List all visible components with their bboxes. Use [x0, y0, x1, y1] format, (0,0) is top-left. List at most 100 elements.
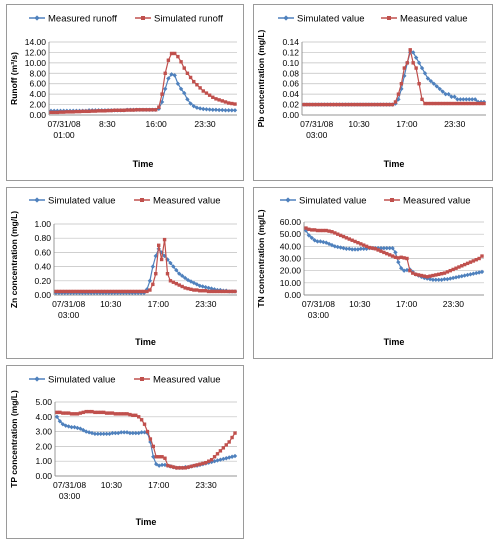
- data-point: [112, 289, 117, 294]
- data-point: [320, 102, 324, 107]
- y-tick-label: 0.20: [34, 276, 51, 286]
- data-point: [195, 83, 199, 87]
- legend-swatch-marker: [283, 15, 289, 21]
- data-point: [318, 228, 323, 233]
- data-point: [332, 244, 338, 249]
- data-point: [212, 455, 217, 459]
- data-point: [370, 246, 375, 250]
- data-point: [209, 458, 214, 462]
- data-point: [476, 270, 482, 275]
- x-tick-label: 17:00: [396, 299, 418, 309]
- data-point: [192, 463, 196, 468]
- y-tick-label: 1.00: [35, 456, 52, 466]
- x-tick-label: 07/31/08: [47, 119, 80, 129]
- data-point: [142, 422, 147, 426]
- data-point: [119, 412, 123, 416]
- x-tick-label: 23:30: [444, 119, 466, 129]
- data-point: [60, 289, 64, 294]
- data-point: [209, 286, 214, 291]
- data-point: [200, 284, 205, 289]
- data-point: [446, 91, 451, 97]
- data-point: [148, 437, 153, 441]
- data-point: [63, 423, 68, 428]
- data-point: [133, 289, 137, 294]
- data-point: [221, 446, 226, 450]
- data-point: [419, 65, 425, 71]
- data-point: [145, 289, 149, 294]
- data-point: [336, 232, 340, 236]
- data-point: [110, 289, 114, 294]
- data-point: [452, 94, 457, 99]
- chart-tn: 0.00 10.00 20.00 30.00 40.00 50.00 60.00 07/31/…: [256, 196, 485, 347]
- data-point: [95, 431, 101, 437]
- x-tick-label: 07/31/08: [302, 299, 335, 309]
- y-tick-label: 0.00: [34, 290, 51, 300]
- data-point: [74, 289, 79, 294]
- data-point: [456, 274, 462, 279]
- data-point: [340, 102, 345, 107]
- legend-label: Simulated value: [297, 14, 365, 25]
- x-tick-label: 10:30: [348, 119, 370, 129]
- chart-panel-pb: 0.00 0.02 0.04 0.06 0.08 0.10 0.12 0.14 07/31/08…: [253, 4, 493, 181]
- data-point: [450, 275, 456, 281]
- data-point: [215, 289, 220, 294]
- data-point: [227, 440, 231, 444]
- data-point: [399, 82, 404, 86]
- data-point: [431, 81, 437, 86]
- data-point: [381, 245, 387, 251]
- data-point: [381, 102, 386, 107]
- data-point: [422, 71, 428, 76]
- data-point: [195, 463, 199, 467]
- data-point: [189, 287, 193, 292]
- data-point: [379, 102, 383, 107]
- data-point: [71, 289, 76, 294]
- data-point: [215, 452, 220, 456]
- data-point: [58, 110, 63, 114]
- data-point: [136, 289, 140, 294]
- data-point: [192, 288, 196, 292]
- legend-label: Simulated runoff: [154, 14, 223, 25]
- data-point: [464, 97, 469, 102]
- data-point: [378, 245, 384, 251]
- data-point: [443, 91, 448, 97]
- data-point: [169, 72, 174, 77]
- data-point: [306, 233, 312, 238]
- y-tick-label: 4.00: [35, 412, 52, 422]
- data-point: [151, 282, 155, 287]
- data-point: [52, 110, 56, 115]
- data-point: [416, 273, 421, 277]
- data-point: [355, 247, 361, 252]
- y-tick-label: 2.00: [29, 100, 46, 110]
- data-point: [396, 92, 401, 96]
- data-point: [396, 259, 401, 265]
- data-point: [434, 273, 438, 277]
- data-point: [163, 456, 167, 460]
- data-point: [358, 102, 362, 107]
- data-point: [230, 435, 234, 440]
- data-point: [305, 102, 309, 107]
- data-point: [138, 108, 142, 112]
- data-point: [142, 289, 146, 294]
- data-point: [125, 108, 129, 112]
- data-point: [206, 289, 211, 294]
- data-point: [443, 101, 448, 106]
- data-point: [318, 239, 323, 244]
- data-point: [434, 84, 439, 89]
- data-point: [81, 109, 85, 114]
- data-point: [115, 289, 120, 294]
- data-point: [428, 78, 434, 84]
- data-point: [303, 228, 309, 233]
- data-point: [159, 250, 164, 255]
- data-point: [139, 289, 143, 294]
- y-tick-label: 4.00: [29, 89, 46, 99]
- data-point: [198, 462, 202, 466]
- data-point: [455, 97, 460, 102]
- data-point: [479, 269, 485, 275]
- data-point: [157, 243, 161, 247]
- data-point: [104, 431, 109, 437]
- data-point: [78, 426, 83, 431]
- data-point: [308, 102, 312, 107]
- data-point: [471, 271, 476, 276]
